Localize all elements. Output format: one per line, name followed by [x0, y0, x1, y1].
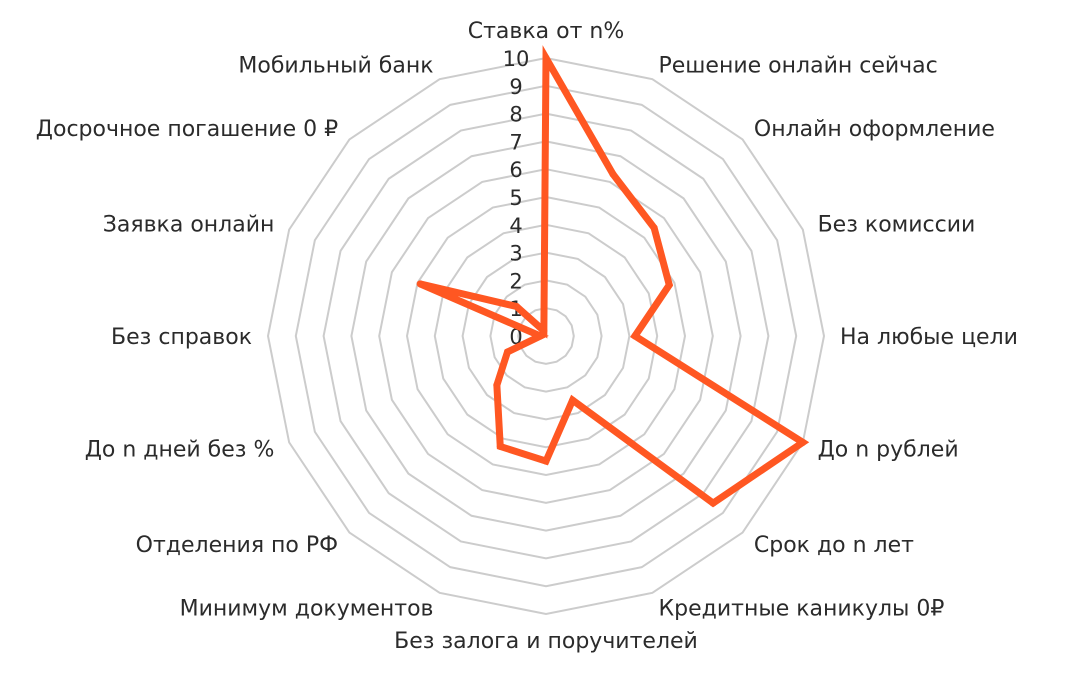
grid-ring-7 [350, 140, 742, 532]
series-point-11 [503, 348, 511, 356]
series-layer [416, 45, 810, 508]
category-label-2: Онлайн оформление [754, 117, 995, 142]
category-label-6: Срок до n лет [754, 533, 914, 558]
series-point-1 [609, 170, 617, 178]
series-point-7 [569, 396, 577, 404]
series-point-3 [665, 281, 673, 289]
category-label-12: Без справок [111, 325, 252, 350]
category-label-10: Отделения по РФ [136, 533, 338, 558]
tick-label-7: 7 [509, 130, 522, 154]
grid-ring-10 [266, 56, 826, 616]
grid-ring-4 [433, 223, 659, 449]
series-point-8 [542, 457, 550, 465]
series-point-10 [493, 381, 501, 389]
grid-layer [266, 56, 826, 616]
tick-label-3: 3 [509, 242, 522, 266]
tick-label-5: 5 [509, 186, 522, 210]
category-label-4: На любые цели [840, 325, 1018, 350]
category-label-3: Без комиссии [818, 213, 976, 238]
series-point-2 [650, 224, 658, 232]
series-point-5 [799, 438, 807, 446]
category-label-8: Без залога и поручителей [394, 629, 698, 654]
grid-ring-6 [378, 168, 714, 504]
category-label-15: Мобильный банк [238, 53, 433, 78]
series-point-12 [536, 332, 544, 340]
tick-label-6: 6 [509, 158, 522, 182]
category-label-9: Минимум документов [180, 597, 434, 622]
series-point-0 [542, 54, 550, 62]
grid-ring-1 [517, 307, 575, 365]
category-label-0: Ставка от n% [468, 19, 625, 44]
series-point-4 [631, 332, 639, 340]
tick-label-10: 10 [503, 47, 530, 71]
grid-ring-8 [322, 112, 770, 560]
series-point-9 [496, 442, 504, 450]
series-line-0 [418, 45, 810, 508]
category-label-1: Решение онлайн сейчас [659, 53, 938, 78]
category-label-14: Досрочное погашение 0 ₽ [36, 117, 338, 142]
series-point-6 [709, 499, 717, 507]
category-label-13: Заявка онлайн [103, 213, 275, 238]
tick-labels: 012345678910 [503, 47, 530, 349]
category-label-11: До n дней без % [85, 438, 275, 463]
tick-label-9: 9 [509, 75, 522, 99]
grid-ring-9 [294, 84, 798, 588]
series-point-15 [540, 327, 548, 335]
grid-ring-2 [489, 279, 603, 393]
series-point-13 [416, 280, 424, 288]
category-labels: Ставка от n% Решение онлайн сейчас Онлайн … [36, 19, 1018, 654]
tick-label-2: 2 [509, 269, 522, 293]
category-label-5: До n рублей [818, 438, 959, 463]
tick-label-4: 4 [509, 214, 522, 238]
series-point-14 [513, 303, 521, 311]
category-label-7: Кредитные каникулы 0₽ [659, 597, 945, 622]
tick-label-8: 8 [509, 103, 522, 127]
